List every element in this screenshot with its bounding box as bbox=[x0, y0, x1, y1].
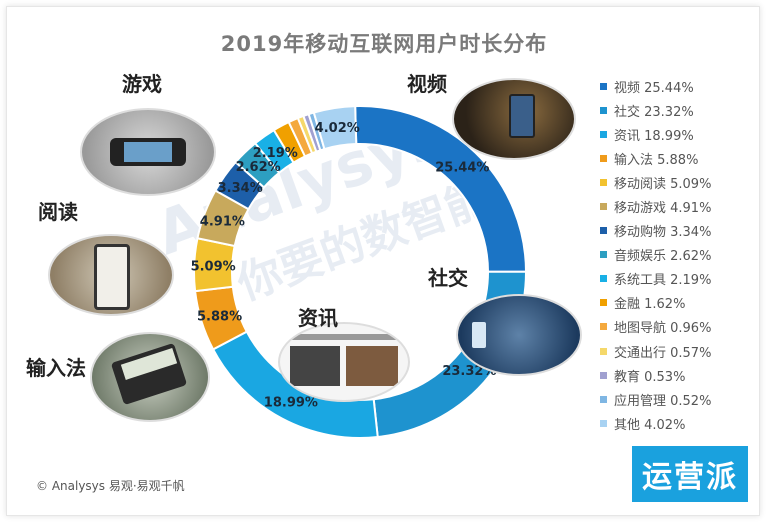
legend-label: 系统工具 2.19% bbox=[614, 273, 712, 289]
legend-label: 教育 0.53% bbox=[614, 369, 686, 385]
data-label-3: 18.99% bbox=[264, 396, 318, 411]
legend-label: 移动购物 3.34% bbox=[614, 225, 712, 241]
legend-swatch bbox=[600, 178, 607, 186]
legend-swatch bbox=[600, 227, 607, 235]
legend-swatch bbox=[600, 154, 607, 162]
legend-label: 社交 23.32% bbox=[614, 104, 694, 120]
video-phone-image bbox=[452, 78, 576, 160]
legend-label: 移动阅读 5.09% bbox=[614, 176, 712, 192]
legend-item-6: 移动游戏 4.91% bbox=[600, 194, 760, 218]
category-label-reading: 阅读 bbox=[38, 200, 78, 224]
legend-swatch bbox=[600, 395, 607, 403]
data-label-6: 4.91% bbox=[200, 214, 245, 229]
legend-label: 地图导航 0.96% bbox=[614, 321, 712, 337]
legend-swatch bbox=[600, 203, 607, 211]
legend-label: 应用管理 0.52% bbox=[614, 393, 712, 409]
data-label-5: 5.09% bbox=[191, 259, 236, 274]
legend-label: 交通出行 0.57% bbox=[614, 345, 712, 361]
legend-swatch bbox=[600, 251, 607, 259]
legend-item-15: 其他 4.02% bbox=[600, 411, 760, 435]
legend-item-2: 社交 23.32% bbox=[600, 98, 760, 122]
data-label-9: 2.19% bbox=[253, 146, 298, 161]
legend-swatch bbox=[600, 299, 607, 307]
category-label-news: 资讯 bbox=[298, 306, 338, 330]
legend-item-5: 移动阅读 5.09% bbox=[600, 170, 760, 194]
legend-item-11: 地图导航 0.96% bbox=[600, 315, 760, 339]
legend-label: 金融 1.62% bbox=[614, 297, 686, 313]
data-label-15: 4.02% bbox=[315, 121, 360, 136]
legend-swatch bbox=[600, 347, 607, 355]
legend-label: 其他 4.02% bbox=[614, 417, 686, 433]
legend-swatch bbox=[600, 106, 607, 114]
legend-label: 移动游戏 4.91% bbox=[614, 201, 712, 217]
legend-item-12: 交通出行 0.57% bbox=[600, 339, 760, 363]
legend-item-10: 金融 1.62% bbox=[600, 291, 760, 315]
legend-swatch bbox=[600, 82, 607, 90]
legend-swatch bbox=[600, 419, 607, 427]
category-label-game: 游戏 bbox=[122, 72, 162, 96]
reading-phone-image bbox=[48, 234, 174, 316]
legend-item-8: 音频娱乐 2.62% bbox=[600, 243, 760, 267]
slice-15 bbox=[312, 105, 358, 151]
data-label-1: 25.44% bbox=[435, 160, 489, 175]
ime-keyboard-image bbox=[90, 332, 210, 422]
legend-swatch bbox=[600, 323, 607, 331]
legend-swatch bbox=[600, 371, 607, 379]
data-label-7: 3.34% bbox=[218, 181, 263, 196]
data-label-4: 5.88% bbox=[197, 309, 242, 324]
category-label-social: 社交 bbox=[428, 266, 468, 290]
legend-swatch bbox=[600, 130, 607, 138]
source-footer: © Analysys 易观·易观千帆 bbox=[36, 479, 185, 493]
game-console-image bbox=[80, 108, 216, 196]
social-network-image bbox=[456, 294, 582, 376]
category-label-video: 视频 bbox=[407, 72, 447, 96]
legend-item-14: 应用管理 0.52% bbox=[600, 387, 760, 411]
legend-item-1: 视频 25.44% bbox=[600, 74, 760, 98]
category-label-ime: 输入法 bbox=[26, 356, 86, 380]
legend-item-9: 系统工具 2.19% bbox=[600, 267, 760, 291]
legend-label: 输入法 5.88% bbox=[614, 152, 699, 168]
chart-title: 2019年移动互联网用户时长分布 bbox=[220, 32, 548, 56]
legend-label: 视频 25.44% bbox=[614, 80, 694, 96]
legend-swatch bbox=[600, 275, 607, 283]
data-label-8: 2.62% bbox=[236, 160, 281, 175]
legend-item-4: 输入法 5.88% bbox=[600, 146, 760, 170]
legend-item-3: 资讯 18.99% bbox=[600, 122, 760, 146]
brand-badge: 运营派 bbox=[632, 446, 748, 502]
legend: 视频 25.44% 社交 23.32% 资讯 18.99% 输入法 5.88% 移动阅读… bbox=[600, 74, 760, 435]
news-feed-image bbox=[278, 322, 410, 402]
legend-label: 音频娱乐 2.62% bbox=[614, 249, 712, 265]
legend-label: 资讯 18.99% bbox=[614, 128, 694, 144]
legend-item-13: 教育 0.53% bbox=[600, 363, 760, 387]
legend-item-7: 移动购物 3.34% bbox=[600, 219, 760, 243]
